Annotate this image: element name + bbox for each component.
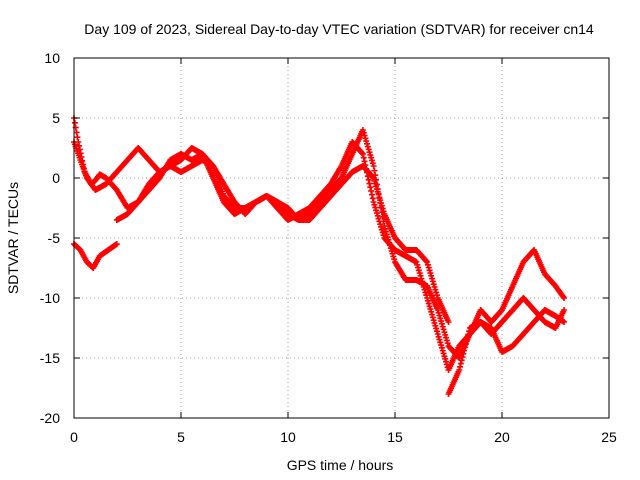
grid-lines	[74, 58, 609, 418]
data-point	[423, 258, 430, 265]
x-tick-label: 0	[70, 429, 78, 445]
x-tick-label: 5	[177, 429, 185, 445]
y-tick-label: -15	[40, 350, 60, 366]
data-point	[457, 360, 464, 367]
data-point	[370, 163, 377, 169]
data-point	[359, 150, 366, 157]
axis-ticks	[73, 57, 610, 419]
data-point	[466, 328, 473, 335]
y-tick-label: 0	[52, 170, 60, 186]
data-point	[368, 191, 375, 198]
data-point	[73, 129, 80, 136]
x-tick-labels: 0 5 10 15 20 25	[70, 429, 617, 445]
data-point	[71, 119, 78, 126]
data-point	[371, 167, 378, 174]
data-point	[561, 307, 568, 313]
data-point	[367, 184, 374, 191]
data-point	[461, 347, 468, 354]
data-point	[464, 334, 471, 341]
data-point	[561, 295, 568, 301]
x-axis-label: GPS time / hours	[287, 457, 394, 473]
data-point	[461, 344, 468, 351]
x-tick-label: 25	[601, 429, 617, 445]
data-point	[456, 367, 463, 373]
data-point	[365, 176, 372, 183]
data-point	[113, 241, 120, 247]
data-point	[369, 195, 376, 202]
y-tick-label: -5	[48, 230, 61, 246]
data-point	[457, 363, 464, 370]
y-tick-label: 5	[52, 110, 60, 126]
data-point	[360, 154, 367, 161]
y-axis-label: SDTVAR / TECUs	[5, 182, 21, 294]
data-point	[366, 180, 373, 187]
y-tick-label: 10	[44, 50, 60, 66]
data-point	[561, 319, 568, 325]
chart-title: Day 109 of 2023, Sidereal Day-to-day VTE…	[84, 21, 594, 37]
y-tick-labels: 10 5 0 -5 -10 -15 -20	[40, 50, 60, 426]
data-point	[459, 354, 466, 361]
y-tick-label: -20	[40, 410, 60, 426]
data-point	[368, 187, 375, 194]
data-point	[359, 151, 366, 157]
data-point	[460, 350, 467, 357]
x-tick-label: 10	[280, 429, 296, 445]
x-tick-label: 15	[387, 429, 403, 445]
data-points	[71, 115, 568, 397]
data-point	[369, 174, 376, 181]
data-point	[463, 337, 470, 344]
data-point	[74, 134, 81, 141]
data-point	[445, 319, 452, 325]
x-tick-label: 20	[494, 429, 510, 445]
data-point	[462, 341, 469, 348]
data-point	[361, 158, 368, 165]
data-point	[465, 331, 472, 338]
data-point	[458, 357, 465, 364]
y-tick-label: -10	[40, 290, 60, 306]
